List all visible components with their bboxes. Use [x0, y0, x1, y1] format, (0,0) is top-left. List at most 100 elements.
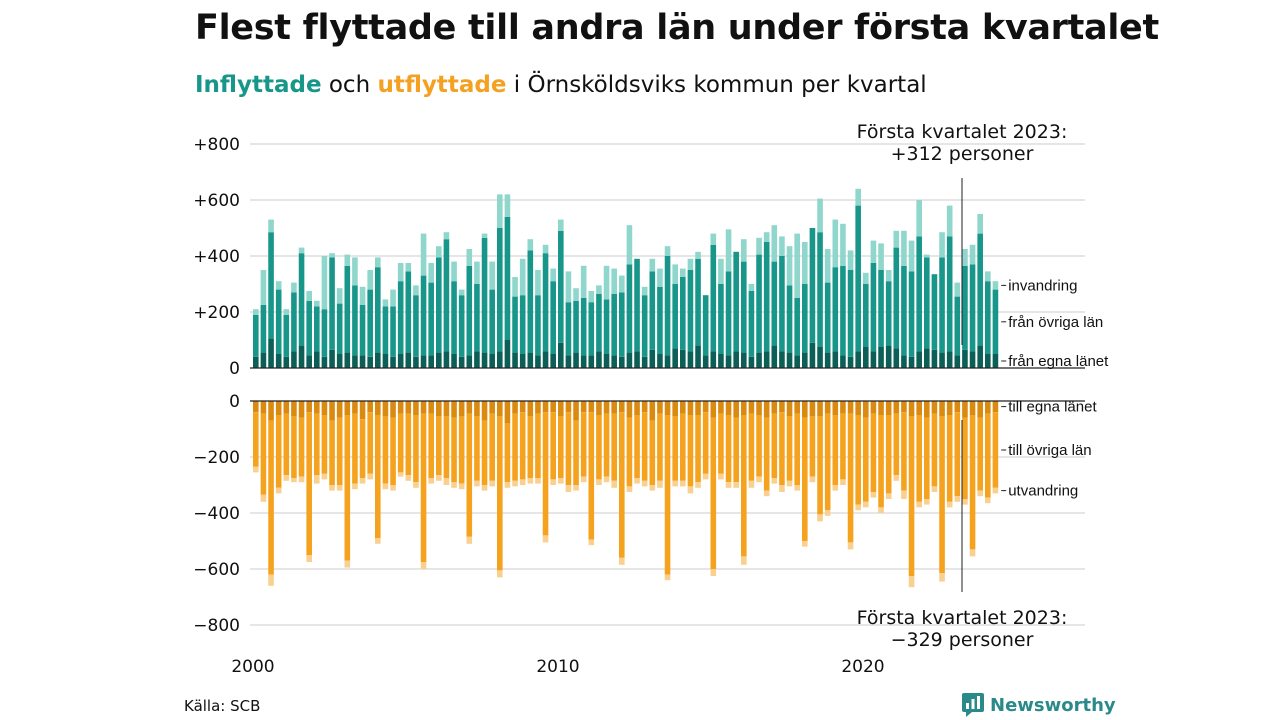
bar-out-2 — [954, 496, 961, 502]
bar-in-0 — [626, 352, 633, 368]
subtitle-rest: i Örnsköldsviks kommun per kvartal — [513, 72, 927, 98]
bar-in-1 — [641, 295, 648, 357]
bar-out-2 — [855, 504, 861, 511]
y-tick-label: −800 — [193, 616, 240, 636]
bar-in-2 — [924, 254, 930, 258]
subtitle-utflyttade: utflyttade — [377, 72, 507, 98]
bar-in-0 — [664, 355, 671, 368]
bar-out-1 — [268, 420, 274, 575]
bar-out-0 — [771, 401, 778, 414]
bar-in-1 — [283, 314, 290, 357]
bar-out-1 — [954, 412, 961, 497]
segment-label-in: invandring — [1008, 277, 1077, 294]
bar-in-2 — [840, 223, 846, 266]
bar-in-2 — [542, 244, 549, 254]
bar-out-0 — [504, 401, 511, 424]
bar-in-0 — [542, 351, 549, 368]
bar-in-2 — [573, 288, 579, 301]
bar-in-2 — [253, 309, 259, 315]
bar-in-1 — [413, 295, 419, 357]
bar-out-2 — [367, 473, 373, 480]
bar-in-0 — [840, 355, 846, 368]
source-note: Källa: SCB — [184, 697, 261, 715]
annotation-in-line2: +312 personer — [891, 143, 1034, 165]
bar-out-1 — [718, 413, 724, 474]
bar-out-2 — [977, 490, 983, 497]
bar-out-1 — [748, 413, 755, 481]
bar-out-0 — [741, 401, 747, 415]
bar-out-1 — [512, 413, 518, 481]
bar-out-2 — [588, 539, 595, 546]
bar-out-2 — [771, 478, 778, 484]
bar-in-2 — [466, 249, 473, 266]
bar-out-2 — [390, 485, 396, 491]
bar-out-1 — [611, 413, 617, 481]
bar-out-2 — [786, 480, 793, 487]
bar-out-2 — [443, 478, 450, 485]
bar-in-0 — [672, 348, 678, 368]
bar-in-0 — [375, 352, 381, 368]
bar-out-0 — [840, 401, 846, 414]
bar-out-1 — [702, 412, 709, 474]
bar-out-0 — [733, 401, 739, 418]
bar-out-1 — [809, 416, 816, 477]
bar-in-0 — [855, 351, 861, 368]
bar-out-0 — [375, 401, 381, 415]
bar-out-2 — [832, 485, 839, 491]
bar-in-2 — [588, 291, 595, 303]
bar-in-0 — [985, 354, 991, 368]
bar-in-0 — [291, 351, 297, 368]
bar-out-1 — [329, 420, 335, 485]
bar-out-1 — [870, 413, 877, 492]
bar-in-1 — [939, 257, 945, 353]
bar-in-0 — [824, 352, 831, 368]
bar-out-2 — [253, 466, 259, 473]
bar-in-2 — [436, 246, 442, 258]
bar-out-2 — [329, 485, 335, 491]
bar-in-2 — [367, 270, 373, 290]
bar-out-2 — [924, 499, 930, 505]
bar-in-2 — [756, 237, 762, 255]
bar-out-0 — [985, 401, 991, 414]
bar-in-2 — [375, 257, 381, 268]
segment-label-out: utvandring — [1008, 483, 1078, 500]
subtitle-inflyttade: Inflyttade — [195, 72, 322, 98]
bar-out-0 — [458, 401, 465, 417]
bar-out-2 — [413, 482, 419, 488]
bar-out-1 — [397, 413, 404, 473]
bar-in-0 — [466, 355, 473, 368]
bar-out-1 — [939, 416, 945, 574]
bar-in-2 — [519, 258, 526, 296]
bar-in-0 — [969, 351, 976, 368]
bar-out-2 — [817, 514, 823, 522]
bar-in-1 — [611, 293, 617, 356]
bar-in-2 — [291, 282, 297, 293]
bar-in-0 — [489, 354, 495, 368]
bar-out-0 — [680, 401, 686, 414]
bar-out-1 — [946, 415, 953, 502]
chart-title: Flest flyttade till andra län under förs… — [195, 8, 1159, 48]
bar-out-1 — [824, 413, 831, 511]
bar-in-2 — [725, 229, 732, 272]
bar-out-2 — [969, 549, 976, 557]
bar-in-0 — [367, 356, 373, 368]
bar-out-2 — [603, 476, 610, 483]
bar-in-1 — [924, 257, 930, 349]
bar-in-1 — [382, 306, 389, 354]
bar-in-2 — [695, 251, 701, 259]
bar-out-2 — [657, 480, 663, 488]
bar-out-2 — [306, 555, 312, 562]
bar-in-0 — [992, 354, 999, 368]
bar-out-0 — [687, 401, 694, 415]
bar-out-2 — [268, 574, 274, 586]
bar-out-2 — [314, 475, 320, 484]
bar-out-2 — [824, 510, 831, 516]
bar-in-2 — [649, 258, 656, 272]
bar-out-2 — [321, 473, 328, 480]
bar-in-1 — [763, 242, 770, 352]
bar-out-2 — [901, 490, 907, 499]
bar-in-1 — [809, 228, 816, 343]
bar-out-1 — [771, 413, 778, 478]
bar-in-1 — [893, 247, 900, 349]
bar-out-1 — [664, 415, 671, 575]
